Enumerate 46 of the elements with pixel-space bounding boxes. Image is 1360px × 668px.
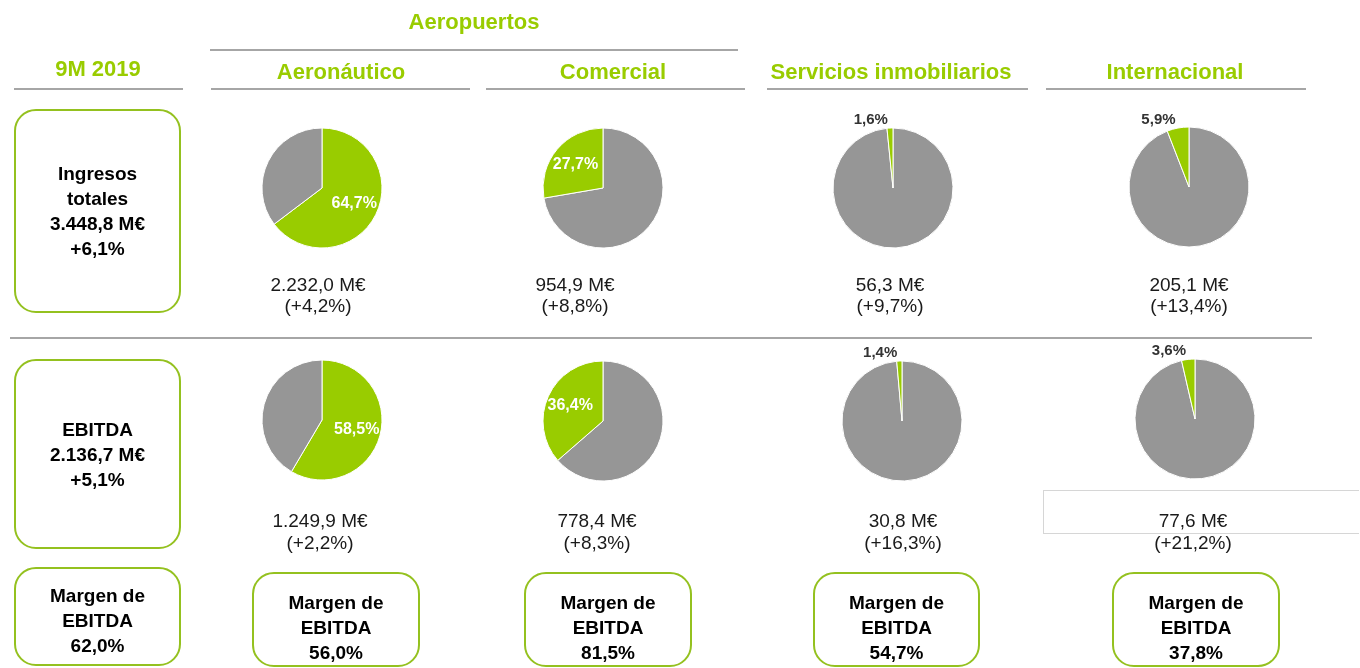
text: 1.249,9 M€ bbox=[272, 510, 368, 532]
text: 81,5% bbox=[580, 641, 636, 665]
text: +6,1% bbox=[69, 237, 126, 261]
chart-title: Comercial bbox=[559, 58, 667, 86]
text: Margen de EBITDA bbox=[559, 591, 657, 640]
text: 954,9 M€ bbox=[535, 274, 615, 295]
text: 54,7% bbox=[868, 641, 925, 665]
text: (+16,3%) bbox=[864, 532, 942, 554]
data-label: 1,6% bbox=[853, 109, 888, 127]
text: (+2,2%) bbox=[285, 532, 355, 554]
text: Margen de EBITDA bbox=[848, 591, 945, 640]
data-label: 64,7% bbox=[331, 194, 377, 212]
text: 9M 2019 bbox=[55, 55, 141, 83]
text: (+8,3%) bbox=[562, 532, 632, 554]
text: +5,1% bbox=[69, 467, 126, 492]
text: EBITDA bbox=[61, 417, 134, 442]
text: 56,3 M€ bbox=[855, 274, 925, 295]
data-label: 5,9% bbox=[1141, 109, 1176, 127]
text: 37,8% bbox=[1168, 641, 1224, 665]
data-label: 36,4% bbox=[547, 396, 593, 414]
text: 2.136,7 M€ bbox=[48, 442, 147, 467]
text: (+4,2%) bbox=[283, 295, 353, 316]
text: 56,0% bbox=[308, 641, 364, 665]
text: Aeropuertos bbox=[408, 8, 540, 36]
text: Margen de EBITDA bbox=[1147, 591, 1245, 640]
text: Margen de EBITDA bbox=[49, 584, 146, 633]
text: 3.448,8 M€ bbox=[48, 212, 147, 236]
text: Ingresos totales bbox=[56, 162, 139, 211]
chart-title: Aeronáutico bbox=[276, 58, 406, 86]
text: 77,6 M€ bbox=[1157, 510, 1229, 532]
data-label: 3,6% bbox=[1151, 341, 1186, 359]
data-label: 1,4% bbox=[863, 342, 898, 360]
text: (+13,4%) bbox=[1149, 295, 1229, 316]
chart-title: Internacional bbox=[1106, 58, 1244, 86]
chart-title: Servicios inmobiliarios bbox=[770, 58, 1012, 86]
text: 30,8 M€ bbox=[867, 510, 939, 532]
text: (+21,2%) bbox=[1154, 532, 1232, 554]
text: Margen de EBITDA bbox=[287, 591, 385, 640]
text: 62,0% bbox=[69, 634, 126, 658]
text: 2.232,0 M€ bbox=[270, 274, 366, 295]
text: (+9,7%) bbox=[855, 295, 925, 316]
data-label: 27,7% bbox=[552, 155, 599, 173]
data-label: 58,5% bbox=[334, 419, 380, 437]
text: 205,1 M€ bbox=[1149, 274, 1229, 295]
text: (+8,8%) bbox=[540, 295, 610, 316]
text: 778,4 M€ bbox=[557, 510, 637, 532]
